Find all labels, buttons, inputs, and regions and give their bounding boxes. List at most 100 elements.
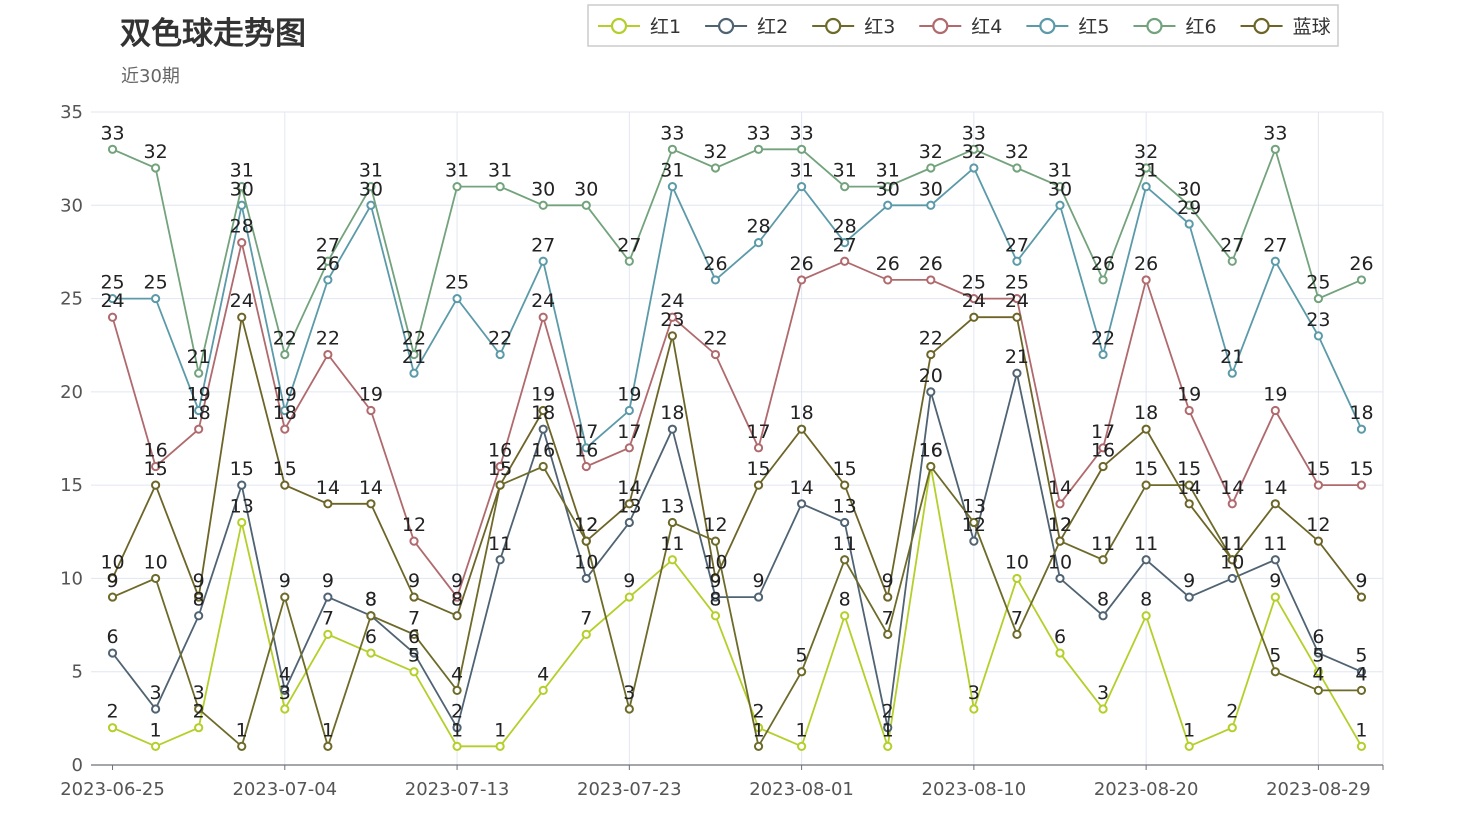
data-label: 4 (537, 663, 549, 685)
data-point (969, 144, 979, 154)
data-point (151, 163, 161, 173)
data-label: 24 (230, 290, 254, 312)
data-point (280, 405, 290, 416)
data-point (409, 667, 419, 677)
data-point (624, 499, 634, 509)
data-point (280, 704, 290, 714)
data-label: 30 (359, 178, 383, 200)
x-tick-label: 2023-08-10 (922, 779, 1027, 800)
chart-title: 双色球走势图 (120, 16, 306, 52)
legend-swatch-marker (1253, 17, 1270, 35)
data-label: 31 (660, 160, 684, 182)
data-label: 33 (790, 122, 814, 144)
data-point (1098, 611, 1108, 621)
data-point (1012, 573, 1022, 584)
data-label: 27 (1005, 234, 1029, 256)
data-label: 1 (236, 719, 248, 741)
data-point (409, 648, 419, 658)
data-point (323, 629, 333, 640)
data-point (107, 144, 118, 154)
data-point (107, 312, 118, 322)
y-tick-label: 15 (60, 475, 83, 496)
data-point (107, 648, 118, 658)
data-point (667, 555, 678, 565)
data-label: 27 (833, 234, 857, 256)
series-line-0 (112, 466, 1363, 748)
data-label: 18 (187, 402, 211, 424)
data-label: 6 (1312, 626, 1324, 648)
data-label: 19 (187, 384, 211, 406)
data-label: 15 (488, 458, 512, 480)
data-label: 33 (660, 122, 684, 144)
data-point (151, 293, 161, 304)
data-label: 4 (1312, 663, 1324, 685)
data-label: 5 (1269, 645, 1281, 667)
data-label: 12 (574, 514, 598, 536)
data-point (495, 349, 505, 360)
data-label: 32 (1005, 141, 1029, 163)
data-label: 1 (494, 719, 506, 741)
data-point (840, 611, 850, 621)
data-point (797, 182, 807, 192)
data-point (969, 163, 979, 173)
data-label: 9 (408, 570, 420, 592)
data-label: 30 (230, 178, 254, 200)
data-point (538, 405, 548, 416)
data-point (1184, 219, 1194, 229)
data-point (1141, 163, 1151, 173)
data-label: 1 (451, 719, 463, 741)
data-point (366, 611, 376, 621)
data-point (1055, 536, 1065, 546)
legend-item-label: 红1 (650, 16, 681, 38)
data-point (107, 592, 118, 602)
data-label: 2 (106, 701, 118, 723)
data-label: 1 (752, 719, 764, 741)
data-label: 13 (230, 495, 254, 517)
data-point (1184, 741, 1194, 751)
data-point (1356, 592, 1367, 602)
data-label: 17 (1091, 421, 1115, 443)
legend-box (587, 4, 1339, 47)
data-label: 33 (746, 122, 770, 144)
legend-item-label: 红2 (757, 16, 788, 38)
data-point (624, 704, 634, 714)
data-point (753, 592, 764, 602)
data-label: 15 (746, 458, 770, 480)
data-label: 26 (919, 253, 943, 275)
data-point (624, 443, 634, 453)
data-point (667, 517, 678, 528)
data-point (1012, 293, 1022, 304)
data-label: 12 (1048, 514, 1072, 536)
data-label: 29 (1177, 197, 1201, 219)
data-label: 18 (1134, 402, 1158, 424)
data-label: 18 (660, 402, 684, 424)
data-label: 9 (882, 570, 894, 592)
series-line-6 (111, 316, 1363, 617)
y-tick-label: 35 (60, 102, 83, 123)
data-point (1141, 555, 1151, 565)
data-label: 30 (531, 178, 555, 200)
data-label: 24 (962, 290, 986, 312)
data-point (1098, 555, 1108, 565)
data-label: 26 (1349, 253, 1373, 275)
data-point (840, 256, 850, 266)
data-label: 1 (1183, 719, 1195, 741)
data-point (926, 349, 936, 360)
data-point (581, 443, 591, 453)
data-label: 16 (531, 439, 555, 461)
data-label: 17 (617, 421, 641, 443)
data-point (969, 704, 979, 714)
data-label: 32 (703, 141, 727, 163)
data-point (883, 741, 893, 751)
data-point (409, 592, 419, 602)
data-point (1227, 499, 1237, 509)
data-label: 27 (1263, 234, 1287, 256)
data-label: 19 (359, 384, 383, 406)
data-label: 10 (1220, 551, 1244, 573)
data-label: 8 (365, 589, 377, 611)
data-point (797, 741, 807, 751)
data-point (710, 275, 721, 285)
y-tick-label: 20 (60, 382, 83, 403)
data-point (581, 536, 591, 546)
data-label: 16 (488, 439, 512, 461)
